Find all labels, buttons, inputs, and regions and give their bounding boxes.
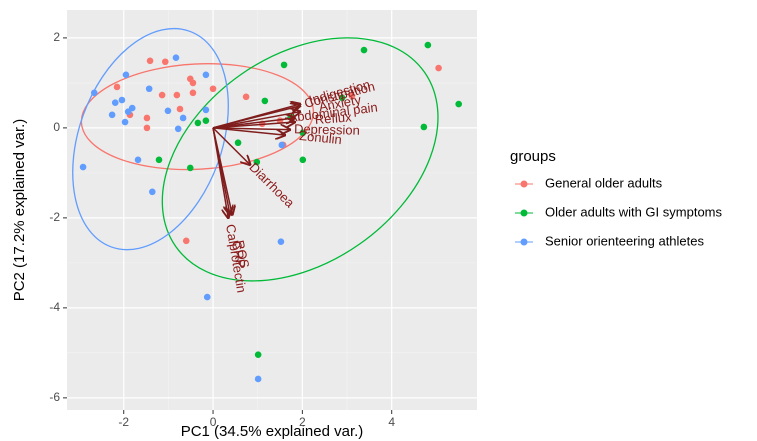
loading-arrow: [212, 127, 285, 135]
point: [234, 139, 242, 147]
point: [122, 71, 130, 79]
point: [202, 71, 210, 79]
legend-label: Older adults with GI symptoms: [545, 204, 722, 219]
point: [176, 105, 184, 113]
point: [203, 293, 211, 301]
x-tick-label: 2: [299, 415, 306, 429]
point: [90, 89, 98, 97]
point: [111, 99, 119, 106]
point: [189, 79, 197, 87]
x-tick-label: -2: [118, 415, 129, 429]
point: [121, 118, 129, 126]
legend-title: groups: [510, 148, 556, 165]
point: [209, 85, 217, 93]
legend-label: Senior orienteering athletes: [545, 233, 704, 248]
point: [278, 141, 286, 149]
point: [161, 58, 169, 66]
point: [254, 351, 262, 358]
point: [424, 41, 432, 49]
point: [277, 238, 285, 246]
loading-arrow: [212, 122, 295, 129]
point: [194, 119, 202, 127]
loading-arrow: [212, 106, 300, 129]
y-tick-label: 2: [53, 30, 60, 44]
loading-label: CRP: [229, 239, 249, 269]
group-ellipse: [161, 37, 439, 282]
point: [253, 158, 261, 166]
point: [179, 114, 187, 122]
point: [254, 375, 262, 383]
point: [113, 83, 121, 91]
point: [455, 100, 462, 108]
point: [202, 117, 210, 124]
loading-label: Depression: [294, 121, 360, 138]
point: [149, 188, 156, 196]
point: [348, 92, 356, 100]
y-tick-label: -4: [49, 300, 60, 314]
point: [299, 129, 307, 137]
y-tick-label: -2: [49, 210, 60, 224]
x-tick-label: 4: [388, 415, 395, 429]
point: [143, 114, 151, 122]
point: [280, 61, 288, 69]
point: [118, 96, 126, 104]
point: [360, 46, 368, 54]
point: [172, 54, 180, 61]
point: [134, 156, 142, 164]
y-tick-label: 0: [53, 120, 60, 134]
point: [420, 123, 428, 131]
legend-label: General older adults: [545, 175, 663, 190]
point: [189, 89, 197, 97]
point: [146, 57, 154, 65]
loading-label: ROS: [232, 239, 253, 270]
point: [174, 125, 182, 133]
loading-arrow: [212, 127, 228, 218]
group-ellipse: [72, 27, 229, 251]
point: [173, 91, 181, 99]
y-tick-label: -6: [49, 390, 60, 404]
point: [202, 106, 210, 114]
point: [182, 237, 190, 245]
point: [164, 107, 172, 115]
point: [158, 91, 166, 99]
point: [261, 97, 269, 105]
point: [145, 85, 153, 93]
panel: [67, 10, 477, 410]
group-ellipse: [80, 63, 315, 171]
loading-label: Reflux: [314, 109, 352, 127]
point: [108, 111, 116, 119]
y-axis-title: PC2 (17.2% explained var.): [11, 119, 28, 302]
point: [155, 156, 163, 164]
point: [79, 163, 87, 171]
point: [435, 64, 442, 72]
x-tick-label: 0: [210, 415, 217, 429]
x-axis-title: PC1 (34.5% explained var.): [181, 423, 364, 440]
point: [299, 156, 307, 164]
point: [124, 108, 132, 115]
point: [338, 94, 346, 102]
point: [242, 93, 250, 101]
point: [186, 164, 194, 172]
loading-label: Zonulin: [299, 128, 343, 147]
loading-arrow: [212, 127, 250, 165]
point: [143, 124, 151, 132]
